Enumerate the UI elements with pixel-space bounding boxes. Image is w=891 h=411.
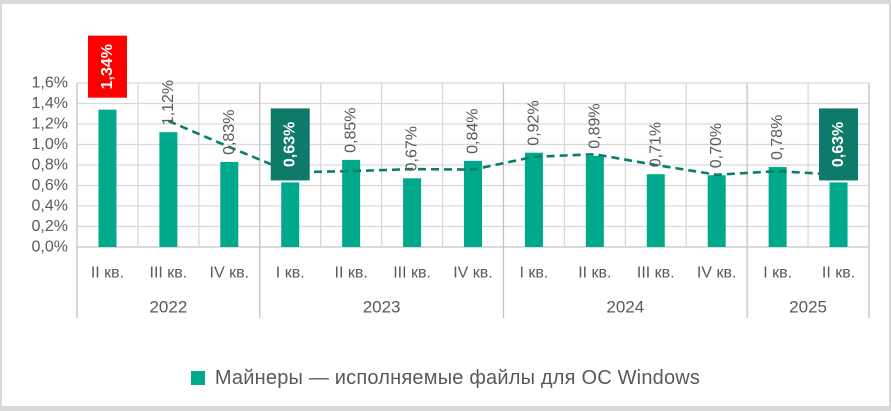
quarter-label: I кв. [276,265,305,282]
y-tick-label: 0,8% [32,157,68,174]
y-tick-label: 0,0% [32,239,68,256]
legend: Майнеры — исполняемые файлы для ОС Windo… [0,362,891,394]
bar [646,174,665,247]
quarter-label: II кв. [91,265,124,282]
year-label: 2023 [363,298,401,317]
data-label: 0,84% [465,109,482,154]
bar [403,178,422,247]
y-tick-label: 0,6% [32,177,68,194]
quarter-label: I кв. [763,265,792,282]
quarter-label: I кв. [520,265,549,282]
highlight-label-box [87,35,127,98]
data-label-highlight: 0,63% [282,122,299,167]
quarter-label: III кв. [637,265,675,282]
quarter-label: IV кв. [697,265,737,282]
bar [585,155,604,247]
data-label: 0,70% [708,123,725,168]
y-tick-label: 0,4% [32,198,68,215]
legend-swatch [190,371,205,385]
quarter-label: IV кв. [453,265,493,282]
bar [829,182,848,247]
y-tick-label: 1,2% [32,116,68,133]
quarter-label: II кв. [822,265,855,282]
bar [220,161,239,247]
quarter-label: III кв. [393,265,431,282]
data-label: 0,67% [404,126,421,171]
y-tick-label: 1,4% [32,95,68,112]
bar [98,109,117,248]
bar [768,167,787,247]
legend-label: Майнеры — исполняемые файлы для ОС Windo… [214,366,701,389]
bar [159,132,178,247]
data-label: 1,12% [160,80,177,125]
year-label: 2022 [149,298,187,317]
year-label: 2024 [606,298,644,317]
data-label-highlight: 0,63% [830,122,847,167]
y-tick-label: 1,6% [32,75,68,92]
y-tick-label: 0,2% [32,218,68,235]
y-tick-label: 1,0% [32,136,68,153]
bar [342,159,361,247]
bar [707,175,726,247]
bar [281,182,300,247]
bar [524,152,543,247]
data-label: 0,83% [221,110,238,155]
data-label: 0,78% [769,115,786,160]
data-label: 0,71% [647,122,664,167]
quarter-label: II кв. [335,265,368,282]
bar [464,160,482,247]
data-label: 0,85% [343,108,360,153]
highlight-label-box [270,108,310,181]
year-label: 2025 [789,298,827,317]
highlight-label-box [819,108,859,181]
data-label: 0,89% [586,103,603,148]
quarter-label: IV кв. [210,265,250,282]
data-label-highlight: 1,34% [99,44,116,89]
data-label: 0,92% [525,100,542,145]
quarter-label: II кв. [578,265,611,282]
quarter-label: III кв. [150,265,188,282]
